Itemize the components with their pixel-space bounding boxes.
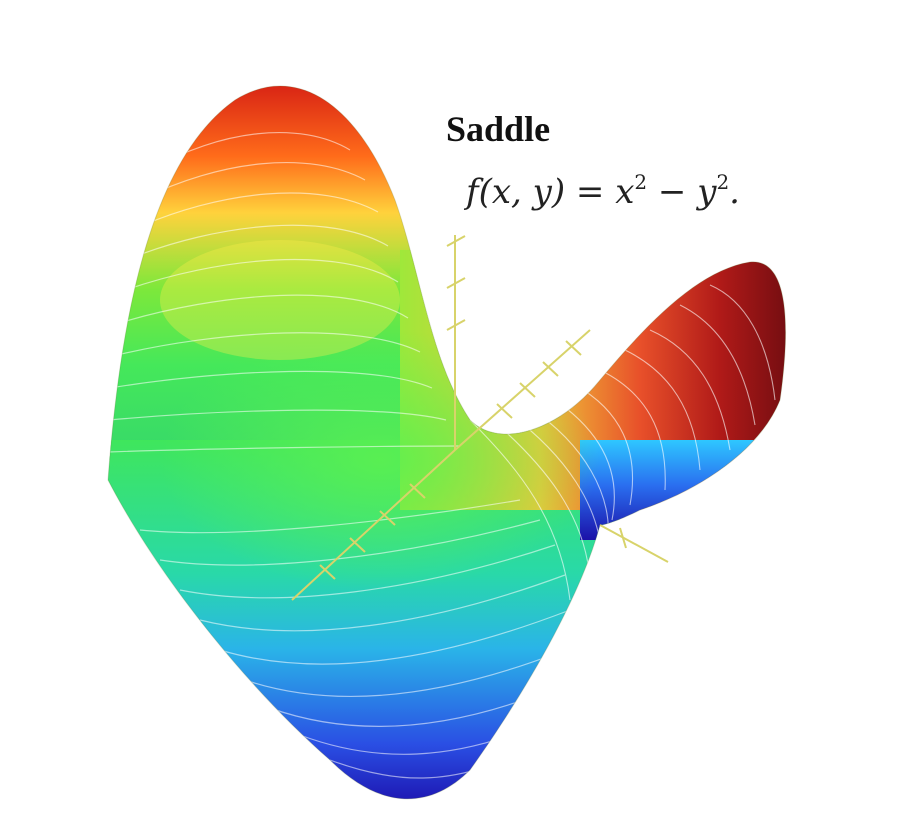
z-tick-2	[446, 277, 466, 289]
axes	[291, 235, 669, 601]
formula-tail: .	[729, 172, 740, 212]
x-tick-front	[619, 527, 627, 549]
surface-outline	[107, 85, 787, 800]
y-tick-1	[496, 403, 513, 419]
y-tick-4	[565, 340, 582, 356]
saddle-formula: f(x, y) = x2 − y2.	[466, 170, 740, 212]
x-axis	[291, 449, 456, 601]
x-tick-1	[409, 483, 426, 499]
x-axis-front	[599, 524, 669, 563]
formula-exponent-2: 2	[716, 170, 730, 194]
contour-lines-bottom	[139, 499, 571, 779]
figure-title: Saddle	[446, 109, 551, 149]
z-tick-3	[446, 319, 466, 331]
y-axis	[454, 329, 591, 451]
x-tick-2	[379, 510, 396, 526]
x-tick-3	[349, 537, 366, 553]
formula-exponent-1: 2	[634, 170, 648, 194]
formula-mid: − y	[647, 172, 717, 212]
z-tick-1	[446, 235, 466, 247]
y-tick-3	[542, 361, 559, 377]
contour-lines-left	[108, 131, 461, 453]
y-tick-2	[519, 382, 536, 398]
formula-lhs: f(x, y) = x	[466, 172, 635, 212]
x-tick-4	[319, 564, 336, 580]
